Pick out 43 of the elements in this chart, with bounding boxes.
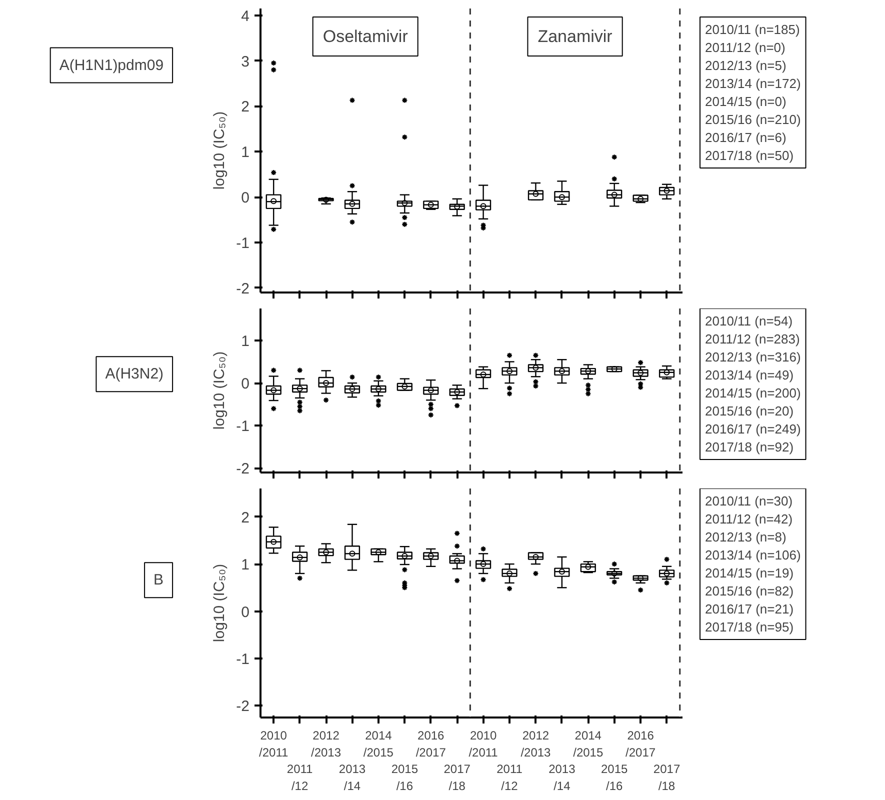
x-tick-label: 2012 /2013 (311, 728, 342, 760)
y-tick-label: 1 (241, 332, 250, 350)
y-tick-label: 2 (241, 509, 250, 526)
x-tick-label: 2017 /18 (653, 762, 680, 793)
text: 2010/11 (n=54) 2011/12 (n=283) 2012/13 (n=316) 2013/14 (n=49) 2014/15 (n=200) 2015/16 (n=20) 2016/17 (n=249) 2017/18 (n=92) (705, 314, 801, 454)
x-tick-label: 2012 /2013 (520, 728, 552, 760)
y-tick-label: -2 (236, 460, 250, 478)
y-tick-label: 0 (241, 376, 250, 393)
x-tick-label: 2010 /2011 (468, 728, 498, 760)
text: 2010/11 (n=30) 2011/12 (n=42) 2012/13 (n=8) 2013/14 (n=106) 2014/15 (n=19) 2015/16 (n=82) 2016/17 (n=21) 2017/18 (n=95) (705, 494, 801, 634)
y-axis-title: log10 (IC₅₀) (211, 351, 228, 430)
x-tick-label: 2014 /2015 (573, 728, 604, 760)
y-tick-label: -2 (236, 280, 250, 298)
text: A(H1N1)pdm09 (59, 56, 164, 74)
x-tick-label: 2011 /12 (286, 762, 314, 793)
x-tick-label: 2015 /16 (601, 762, 628, 793)
y-tick-label: 0 (241, 604, 250, 621)
y-axis-title: log10 (IC₅₀) (211, 111, 228, 190)
x-tick-label: 2015 /16 (391, 762, 418, 793)
y-tick-label: 1 (241, 144, 250, 162)
y-tick-label: -1 (236, 235, 250, 252)
text: A(H3N2) (105, 366, 164, 383)
x-tick-label: 2013 /14 (548, 762, 576, 793)
y-tick-label: 0 (241, 190, 250, 207)
annotation: Oseltamivir (322, 27, 408, 46)
y-tick-label: -1 (236, 418, 250, 436)
y-tick-label: 1 (241, 556, 250, 574)
x-tick-label: 2010 /2011 (259, 728, 288, 760)
y-tick-label: -2 (236, 698, 250, 716)
x-tick-label: 2011 /12 (496, 762, 523, 793)
x-tick-label: 2014 /2015 (363, 728, 394, 760)
text: B (154, 572, 164, 589)
y-tick-label: -1 (236, 650, 250, 668)
text: 2010/11 (n=185) 2011/12 (n=0) 2012/13 (n=5) 2013/14 (n=172) 2014/15 (n=0) 2015/16 (n=210) 2016/17 (n=6) 2017/18 (n=50) (705, 22, 801, 164)
y-axis-title: log10 (IC₅₀) (211, 564, 228, 642)
y-tick-label: 4 (241, 8, 250, 25)
y-tick-label: 2 (241, 98, 250, 116)
y-tick-label: 3 (241, 53, 250, 70)
x-tick-label: 2013 /14 (338, 762, 366, 793)
x-tick-label: 2016 /2017 (626, 728, 656, 760)
x-tick-label: 2017 /18 (444, 762, 471, 793)
x-tick-label: 2016 /2017 (416, 728, 446, 760)
annotation: Zanamivir (538, 27, 613, 46)
